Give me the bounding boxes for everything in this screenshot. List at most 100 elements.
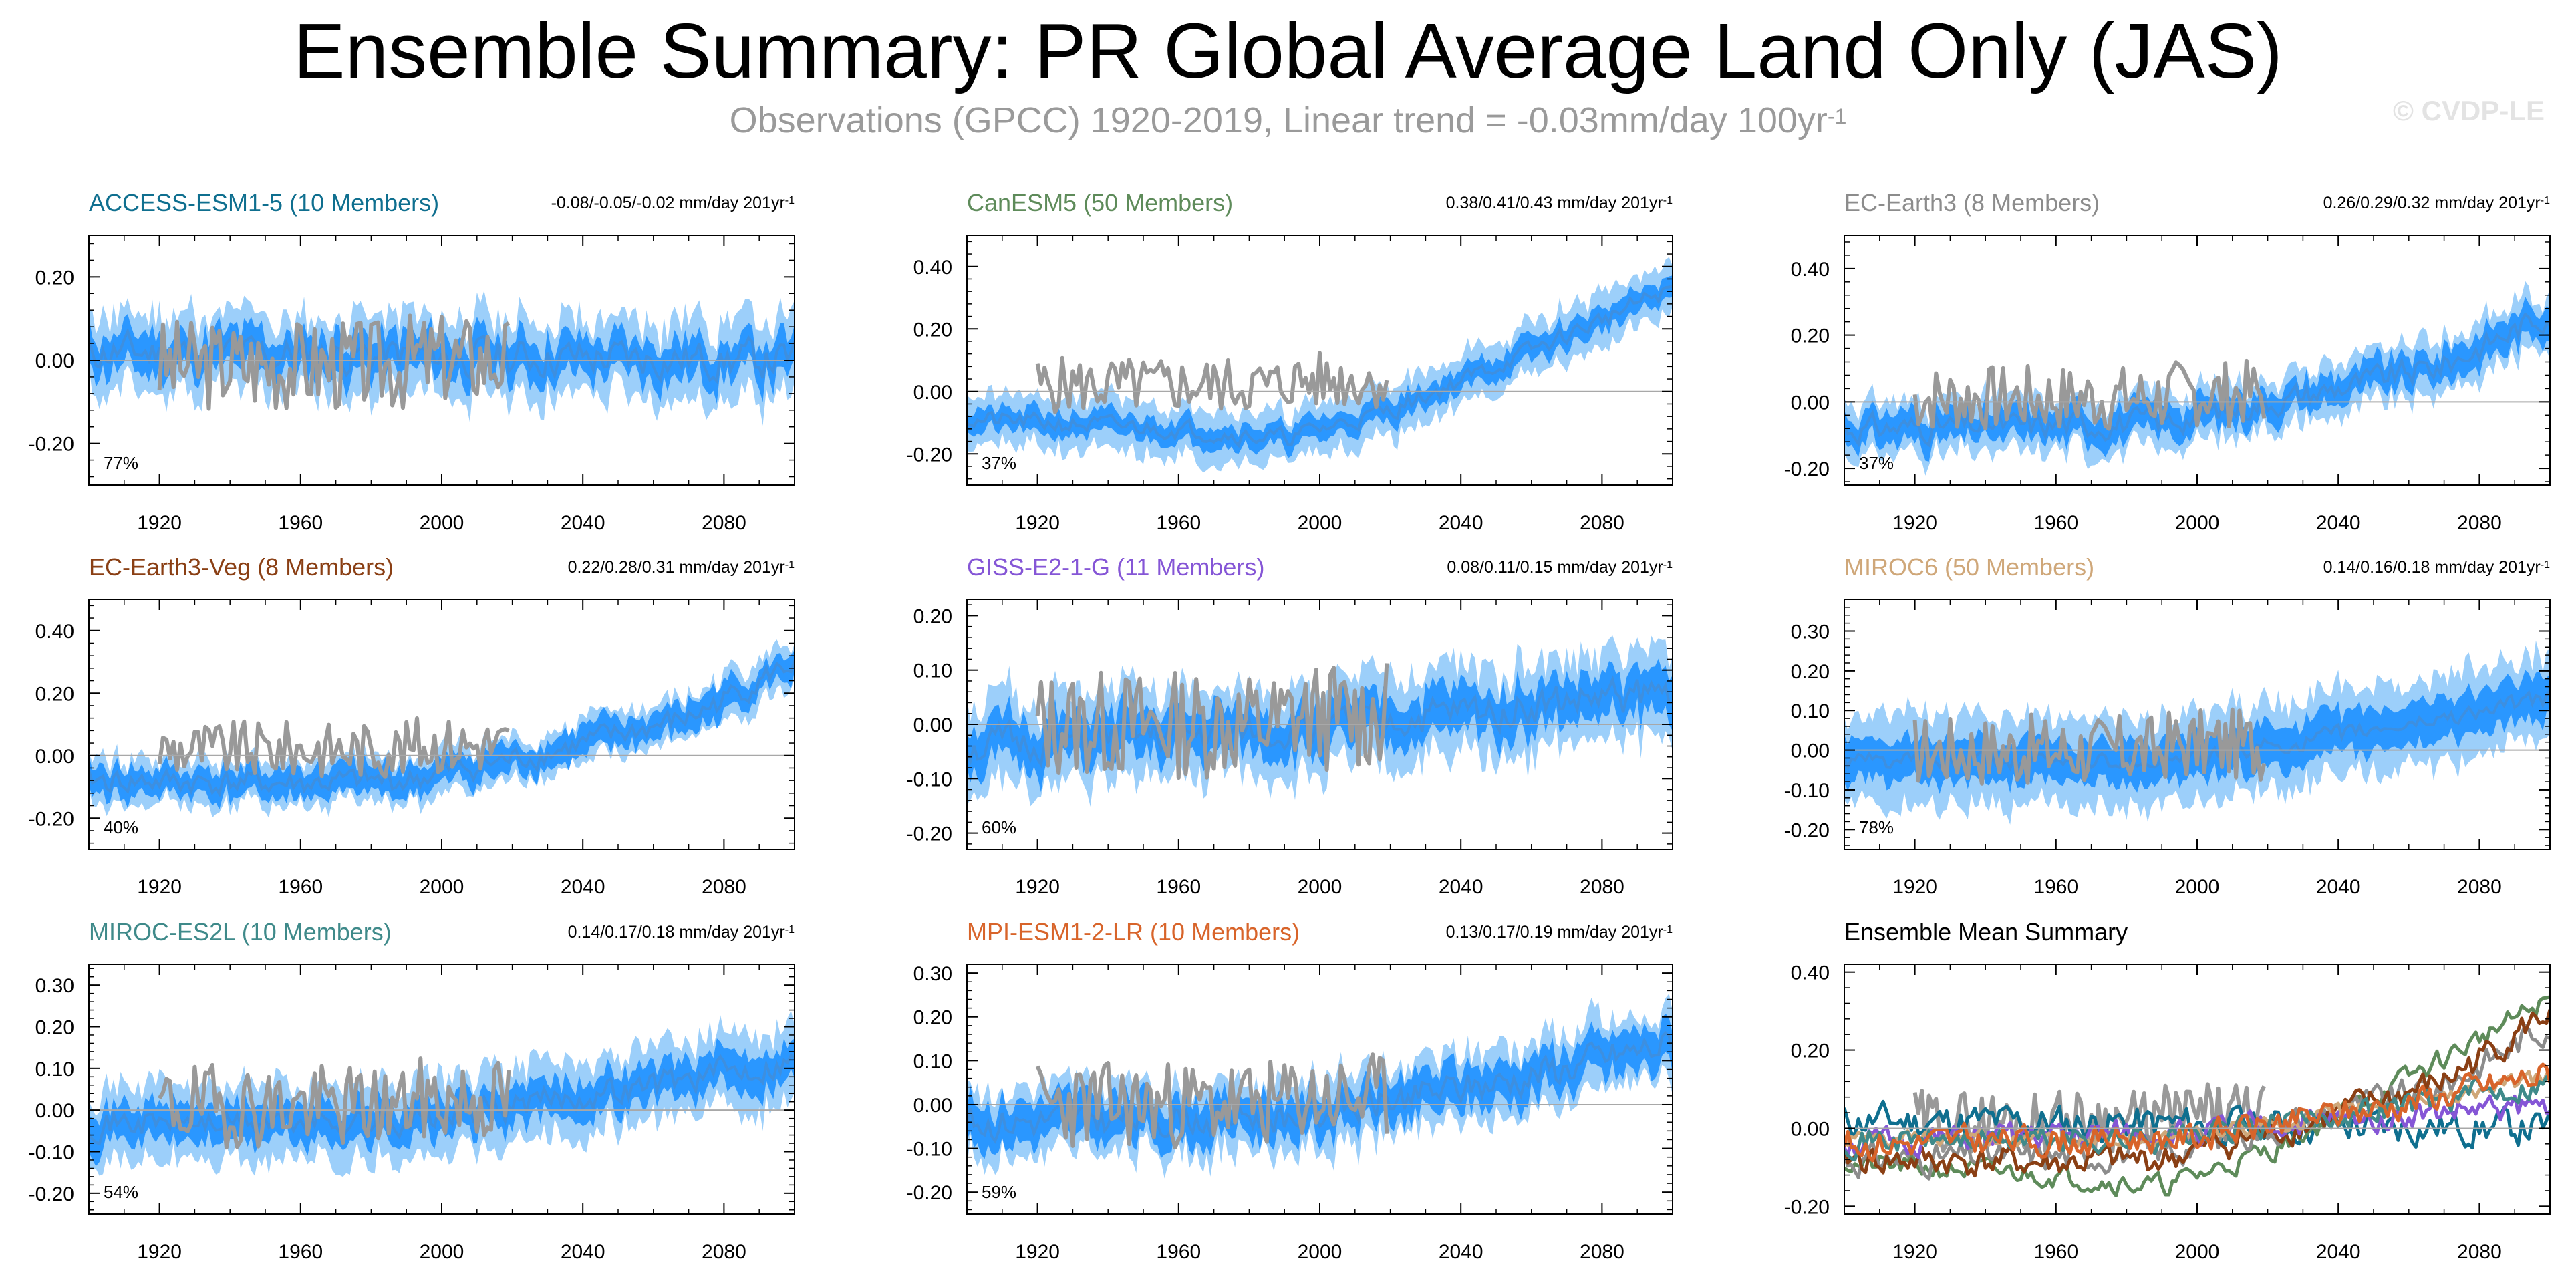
summary-y-tick-label: -0.20 — [1784, 1196, 1830, 1218]
panel-3-percent-label: 40% — [104, 817, 138, 837]
panel-1-y-tick-label: 0.20 — [913, 319, 952, 341]
summary-x-tick-label: 2080 — [2457, 1241, 2502, 1263]
panel-7-trend-superscript: -1 — [1663, 924, 1673, 936]
panel-2-inner-spread-band — [1844, 296, 2550, 462]
panel-5-chart: 1920 1960 2000 2040 2080 -0.20 -0.10 0.00 0.10 0.… — [1784, 599, 2551, 898]
panel-0-y-tick-label: 0.00 — [35, 350, 74, 372]
summary-y-tick-label: 0.20 — [1791, 1040, 1830, 1062]
panel-6-inner-spread-band — [89, 1038, 795, 1167]
panel-1-series-group — [967, 257, 1673, 473]
panel-7-series-group — [967, 994, 1673, 1179]
panel-3-series-group — [89, 639, 795, 818]
panel-2-observations-line — [1912, 358, 2267, 431]
panel-5-trend-text: 0.14/0.16/0.18 mm/day 201yr — [2323, 558, 2541, 577]
panel-7-title: MPI-ESM1-2-LR (10 Members) — [967, 918, 1300, 946]
panel-3-x-tick-label: 1960 — [278, 876, 323, 898]
panel-3-trend: 0.22/0.28/0.31 mm/day 201yr-1 — [568, 557, 795, 578]
panel-4-trend-text: 0.08/0.11/0.15 mm/day 201yr — [1447, 558, 1663, 577]
panel-3-trend-text: 0.22/0.28/0.31 mm/day 201yr — [567, 558, 785, 577]
panel-3-trend-superscript: -1 — [784, 559, 795, 571]
panel-2-trend-superscript: -1 — [2540, 195, 2550, 206]
summary-y-tick-label: 0.00 — [1791, 1118, 1830, 1140]
panel-6-title: MIROC-ES2L (10 Members) — [89, 918, 392, 946]
panel-0-x-tick-label: 2040 — [561, 512, 605, 534]
summary-series-line-0 — [1844, 1099, 2550, 1150]
panel-3-x-tick-label: 2040 — [561, 876, 605, 898]
panel-1-x-tick-label: 1960 — [1156, 512, 1201, 534]
panel-2-x-tick-label: 1960 — [2033, 512, 2078, 534]
panel-0-x-tick-label: 2080 — [702, 512, 746, 534]
panel-0-x-tick-label: 1920 — [137, 512, 182, 534]
panel-1-y-tick-label: 0.40 — [913, 257, 952, 279]
panel-4-chart: 1920 1960 2000 2040 2080 -0.20 -0.10 0.00 0.10 0.… — [907, 599, 1673, 898]
panel-6-percent-label: 54% — [104, 1182, 138, 1202]
panel-5-trend: 0.14/0.16/0.18 mm/day 201yr-1 — [2323, 557, 2550, 578]
panel-6-y-tick-label: -0.20 — [29, 1183, 74, 1205]
panel-4-y-tick-label: 0.00 — [913, 714, 952, 736]
panel-6-x-tick-label: 2040 — [561, 1241, 605, 1263]
summary-chart: 1920 1960 2000 2040 2080 -0.20 0.00 0.20 0.40 — [1784, 962, 2551, 1263]
panel-0-x-tick-label: 2000 — [420, 512, 464, 534]
panel-1-x-tick-label: 2040 — [1439, 512, 1483, 534]
panel-2-y-tick-label: -0.20 — [1784, 458, 1830, 480]
panel-4-trend-superscript: -1 — [1663, 559, 1673, 571]
panel-0-title: ACCESS-ESM1-5 (10 Members) — [89, 189, 440, 217]
watermark: © CVDP-LE — [2393, 95, 2545, 126]
panel-5-x-tick-label: 1920 — [1892, 876, 1937, 898]
panel-2-x-tick-label: 2040 — [2316, 512, 2361, 534]
panel-1-trend-superscript: -1 — [1663, 195, 1673, 206]
panel-7-percent-label: 59% — [982, 1182, 1016, 1202]
panel-5-y-tick-label: 0.30 — [1791, 621, 1830, 643]
panel-7-y-tick-label: -0.20 — [907, 1182, 952, 1204]
panel-7-outer-spread-band — [967, 994, 1673, 1179]
panel-5-x-tick-label: 1960 — [2033, 876, 2078, 898]
panel-1-trend: 0.38/0.41/0.43 mm/day 201yr-1 — [1446, 192, 1673, 214]
panel-6-x-tick-label: 2080 — [702, 1241, 746, 1263]
panel-3-x-tick-label: 2000 — [420, 876, 464, 898]
summary-series-group — [1844, 995, 2550, 1197]
panel-4-x-tick-label: 2080 — [1580, 876, 1624, 898]
panel-2-y-tick-label: 0.40 — [1791, 259, 1830, 281]
panel-7-x-tick-label: 2080 — [1580, 1241, 1624, 1263]
panel-6-y-tick-label: 0.20 — [35, 1017, 74, 1039]
panel-6-y-tick-label: 0.00 — [35, 1100, 74, 1122]
panel-6-trend-superscript: -1 — [784, 924, 795, 936]
panel-1-x-tick-label: 2000 — [1298, 512, 1342, 534]
panel-2-y-tick-label: 0.20 — [1791, 325, 1830, 347]
panel-2-chart: 1920 1960 2000 2040 2080 -0.20 0.00 0.20 0.40 37% — [1784, 235, 2551, 534]
panel-6-x-tick-label: 2000 — [420, 1241, 464, 1263]
panel-7-y-tick-label: 0.30 — [913, 963, 952, 985]
panel-4-percent-label: 60% — [982, 817, 1016, 837]
panel-1-y-tick-label: 0.00 — [913, 382, 952, 404]
panel-2-title: EC-Earth3 (8 Members) — [1844, 189, 2100, 217]
panel-7-trend: 0.13/0.17/0.19 mm/day 201yr-1 — [1446, 921, 1673, 943]
panel-7-x-tick-label: 2040 — [1439, 1241, 1483, 1263]
panel-6-observations-line — [158, 1056, 511, 1150]
panel-0-y-tick-label: 0.20 — [35, 267, 74, 289]
summary-x-tick-label: 2000 — [2175, 1241, 2220, 1263]
panel-3-inner-spread-band — [89, 650, 795, 810]
panel-3-chart: 1920 1960 2000 2040 2080 -0.20 0.00 0.20 0.40 40% — [29, 599, 795, 898]
panel-5-y-tick-label: 0.10 — [1791, 700, 1830, 722]
panel-5-trend-superscript: -1 — [2540, 559, 2550, 571]
panel-1-trend-text: 0.38/0.41/0.43 mm/day 201yr — [1445, 194, 1663, 212]
panel-5-y-tick-label: -0.20 — [1784, 819, 1830, 841]
panel-7-y-tick-label: 0.10 — [913, 1050, 952, 1073]
page-title: Ensemble Summary: PR Global Average Land… — [293, 7, 2283, 94]
summary-series-line-2 — [1844, 1024, 2550, 1181]
panel-5-percent-label: 78% — [1859, 817, 1894, 837]
panel-1-chart: 1920 1960 2000 2040 2080 -0.20 0.00 0.20 0.40 37% — [907, 235, 1673, 534]
panel-1-percent-label: 37% — [982, 453, 1016, 473]
panel-2-trend: 0.26/0.29/0.32 mm/day 201yr-1 — [2323, 192, 2550, 214]
panel-0-percent-label: 77% — [104, 453, 138, 473]
panel-7-chart: 1920 1960 2000 2040 2080 -0.20 -0.10 0.00 0.10 0.… — [907, 963, 1673, 1263]
panel-1-y-tick-label: -0.20 — [907, 444, 952, 466]
panel-6-y-tick-label: 0.30 — [35, 975, 74, 997]
panel-6-trend: 0.14/0.17/0.18 mm/day 201yr-1 — [568, 921, 795, 943]
subtitle-superscript: -1 — [1827, 104, 1847, 128]
panel-6-y-tick-label: 0.10 — [35, 1058, 74, 1081]
summary-title: Ensemble Mean Summary — [1844, 918, 2128, 946]
panel-1-x-tick-label: 1920 — [1015, 512, 1060, 534]
panel-4-y-tick-label: 0.20 — [913, 605, 952, 627]
